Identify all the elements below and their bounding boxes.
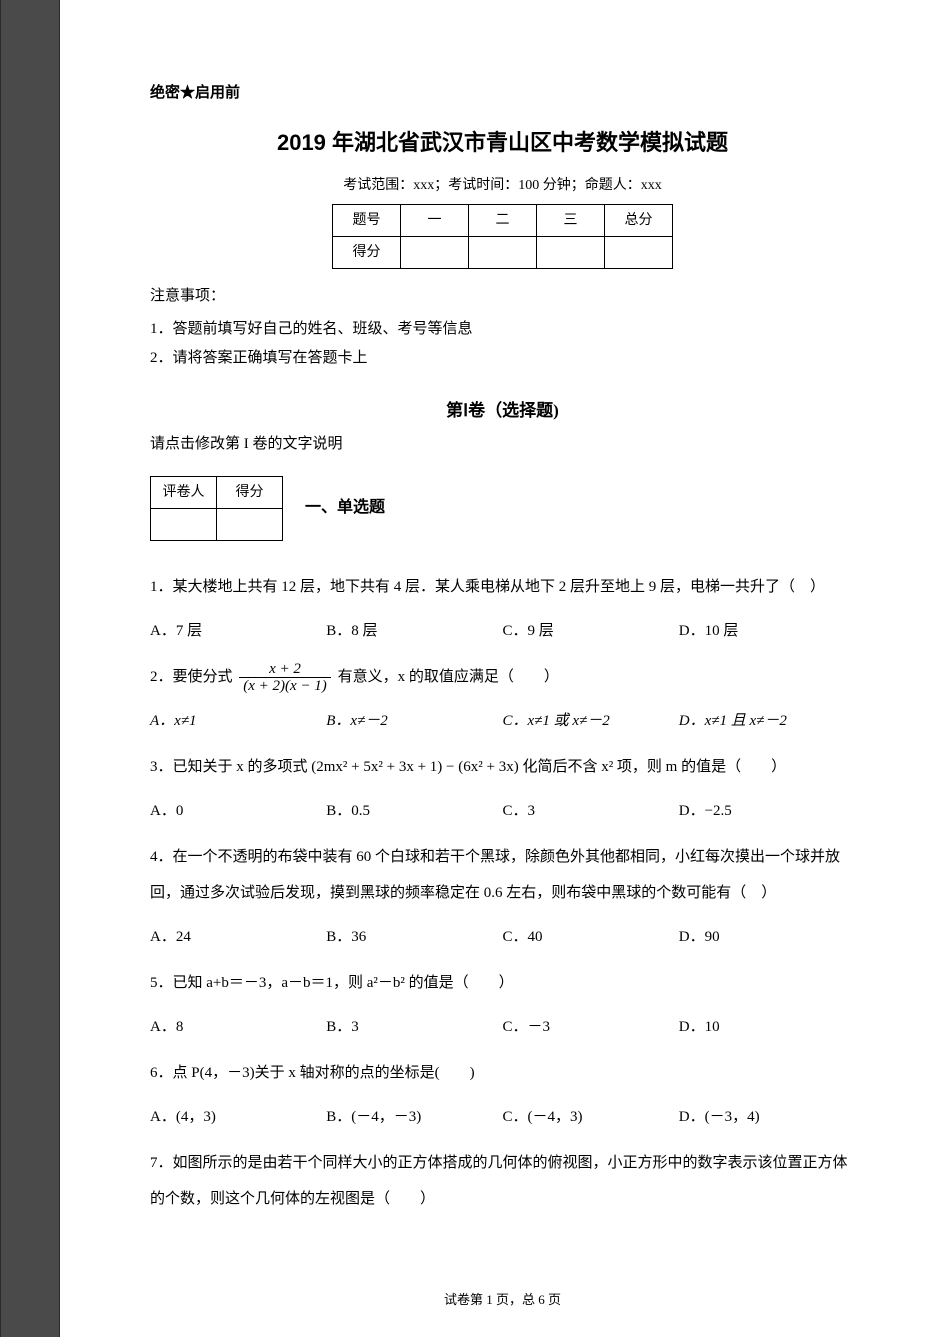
grader-h1: 得分 — [217, 476, 283, 508]
question-4-options: A．24 B．36 C．40 D．90 — [150, 919, 855, 955]
score-row-label: 得分 — [333, 236, 401, 268]
question-5: 5．已知 a+b＝－3，a－b＝1，则 a²－b² 的值是（ ） — [150, 965, 855, 1001]
q6-opt-c: C．(－4，3) — [503, 1099, 679, 1135]
q2-opt-b: B．x≠－2 — [326, 703, 502, 739]
note-2: 2．请将答案正确填写在答题卡上 — [150, 345, 855, 372]
question-6-options: A．(4，3) B．(－4，－3) C．(－4，3) D．(－3，4) — [150, 1099, 855, 1135]
q4-opt-b: B．36 — [326, 919, 502, 955]
q2-num: x + 2 — [239, 661, 331, 679]
part1-sub: 请点击修改第 I 卷的文字说明 — [150, 431, 855, 458]
question-7: 7．如图所示的是由若干个同样大小的正方体搭成的几何体的俯视图，小正方形中的数字表… — [150, 1145, 855, 1217]
question-3-options: A．0 B．0.5 C．3 D．−2.5 — [150, 793, 855, 829]
exam-title: 2019 年湖北省武汉市青山区中考数学模拟试题 — [150, 123, 855, 163]
q4-opt-d: D．90 — [679, 919, 855, 955]
question-1-options: A．7 层 B．8 层 C．9 层 D．10 层 — [150, 613, 855, 649]
notes-title: 注意事项： — [150, 283, 855, 310]
q5-opt-a: A．8 — [150, 1009, 326, 1045]
q3-opt-b: B．0.5 — [326, 793, 502, 829]
section1-label: 一、单选题 — [305, 494, 385, 523]
q1-opt-a: A．7 层 — [150, 613, 326, 649]
question-2-options: A．x≠1 B．x≠－2 C．x≠1 或 x≠－2 D．x≠1 且 x≠－2 — [150, 703, 855, 739]
q1-opt-d: D．10 层 — [679, 613, 855, 649]
exam-subinfo: 考试范围：xxx；考试时间：100 分钟；命题人：xxx — [150, 173, 855, 198]
score-table: 题号 一 二 三 总分 得分 — [332, 204, 673, 269]
secret-label: 绝密★启用前 — [150, 80, 855, 107]
q4-opt-c: C．40 — [503, 919, 679, 955]
score-h2: 二 — [469, 204, 537, 236]
q2-opt-d: D．x≠1 且 x≠－2 — [679, 703, 855, 739]
q2-fraction: x + 2 (x + 2)(x − 1) — [239, 661, 331, 695]
grader-h0: 评卷人 — [151, 476, 217, 508]
q1-opt-b: B．8 层 — [326, 613, 502, 649]
page-footer: 试卷第 1 页，总 6 页 — [60, 1288, 945, 1311]
q2-opt-a: A．x≠1 — [150, 703, 326, 739]
q3-opt-a: A．0 — [150, 793, 326, 829]
score-h1: 一 — [401, 204, 469, 236]
q3-opt-d: D．−2.5 — [679, 793, 855, 829]
q1-opt-c: C．9 层 — [503, 613, 679, 649]
q2-den: (x + 2)(x − 1) — [239, 678, 331, 695]
q5-opt-b: B．3 — [326, 1009, 502, 1045]
left-gutter — [0, 0, 60, 1337]
q3-opt-c: C．3 — [503, 793, 679, 829]
note-1: 1．答题前填写好自己的姓名、班级、考号等信息 — [150, 316, 855, 343]
q5-opt-d: D．10 — [679, 1009, 855, 1045]
question-2: 2．要使分式 x + 2 (x + 2)(x − 1) 有意义，x 的取值应满足… — [150, 659, 855, 695]
question-1: 1．某大楼地上共有 12 层，地下共有 4 层．某人乘电梯从地下 2 层升至地上… — [150, 569, 855, 605]
q2-opt-c: C．x≠1 或 x≠－2 — [503, 703, 679, 739]
question-5-options: A．8 B．3 C．－3 D．10 — [150, 1009, 855, 1045]
question-6: 6．点 P(4，－3)关于 x 轴对称的点的坐标是( ) — [150, 1055, 855, 1091]
q6-opt-b: B．(－4，－3) — [326, 1099, 502, 1135]
q4-opt-a: A．24 — [150, 919, 326, 955]
question-3: 3．已知关于 x 的多项式 (2mx² + 5x² + 3x + 1) − (6… — [150, 749, 855, 785]
part1-title: 第Ⅰ卷（选择题) — [150, 396, 855, 427]
score-h4: 总分 — [605, 204, 673, 236]
q6-opt-a: A．(4，3) — [150, 1099, 326, 1135]
question-4: 4．在一个不透明的布袋中装有 60 个白球和若干个黑球，除颜色外其他都相同，小红… — [150, 839, 855, 911]
grader-table: 评卷人 得分 — [150, 476, 283, 541]
score-h0: 题号 — [333, 204, 401, 236]
q2-suffix: 有意义，x 的取值应满足（ ） — [338, 669, 559, 685]
document-page: 绝密★启用前 2019 年湖北省武汉市青山区中考数学模拟试题 考试范围：xxx；… — [60, 0, 945, 1337]
q2-prefix: 2．要使分式 — [150, 669, 236, 685]
q6-opt-d: D．(－3，4) — [679, 1099, 855, 1135]
q5-opt-c: C．－3 — [503, 1009, 679, 1045]
score-h3: 三 — [537, 204, 605, 236]
